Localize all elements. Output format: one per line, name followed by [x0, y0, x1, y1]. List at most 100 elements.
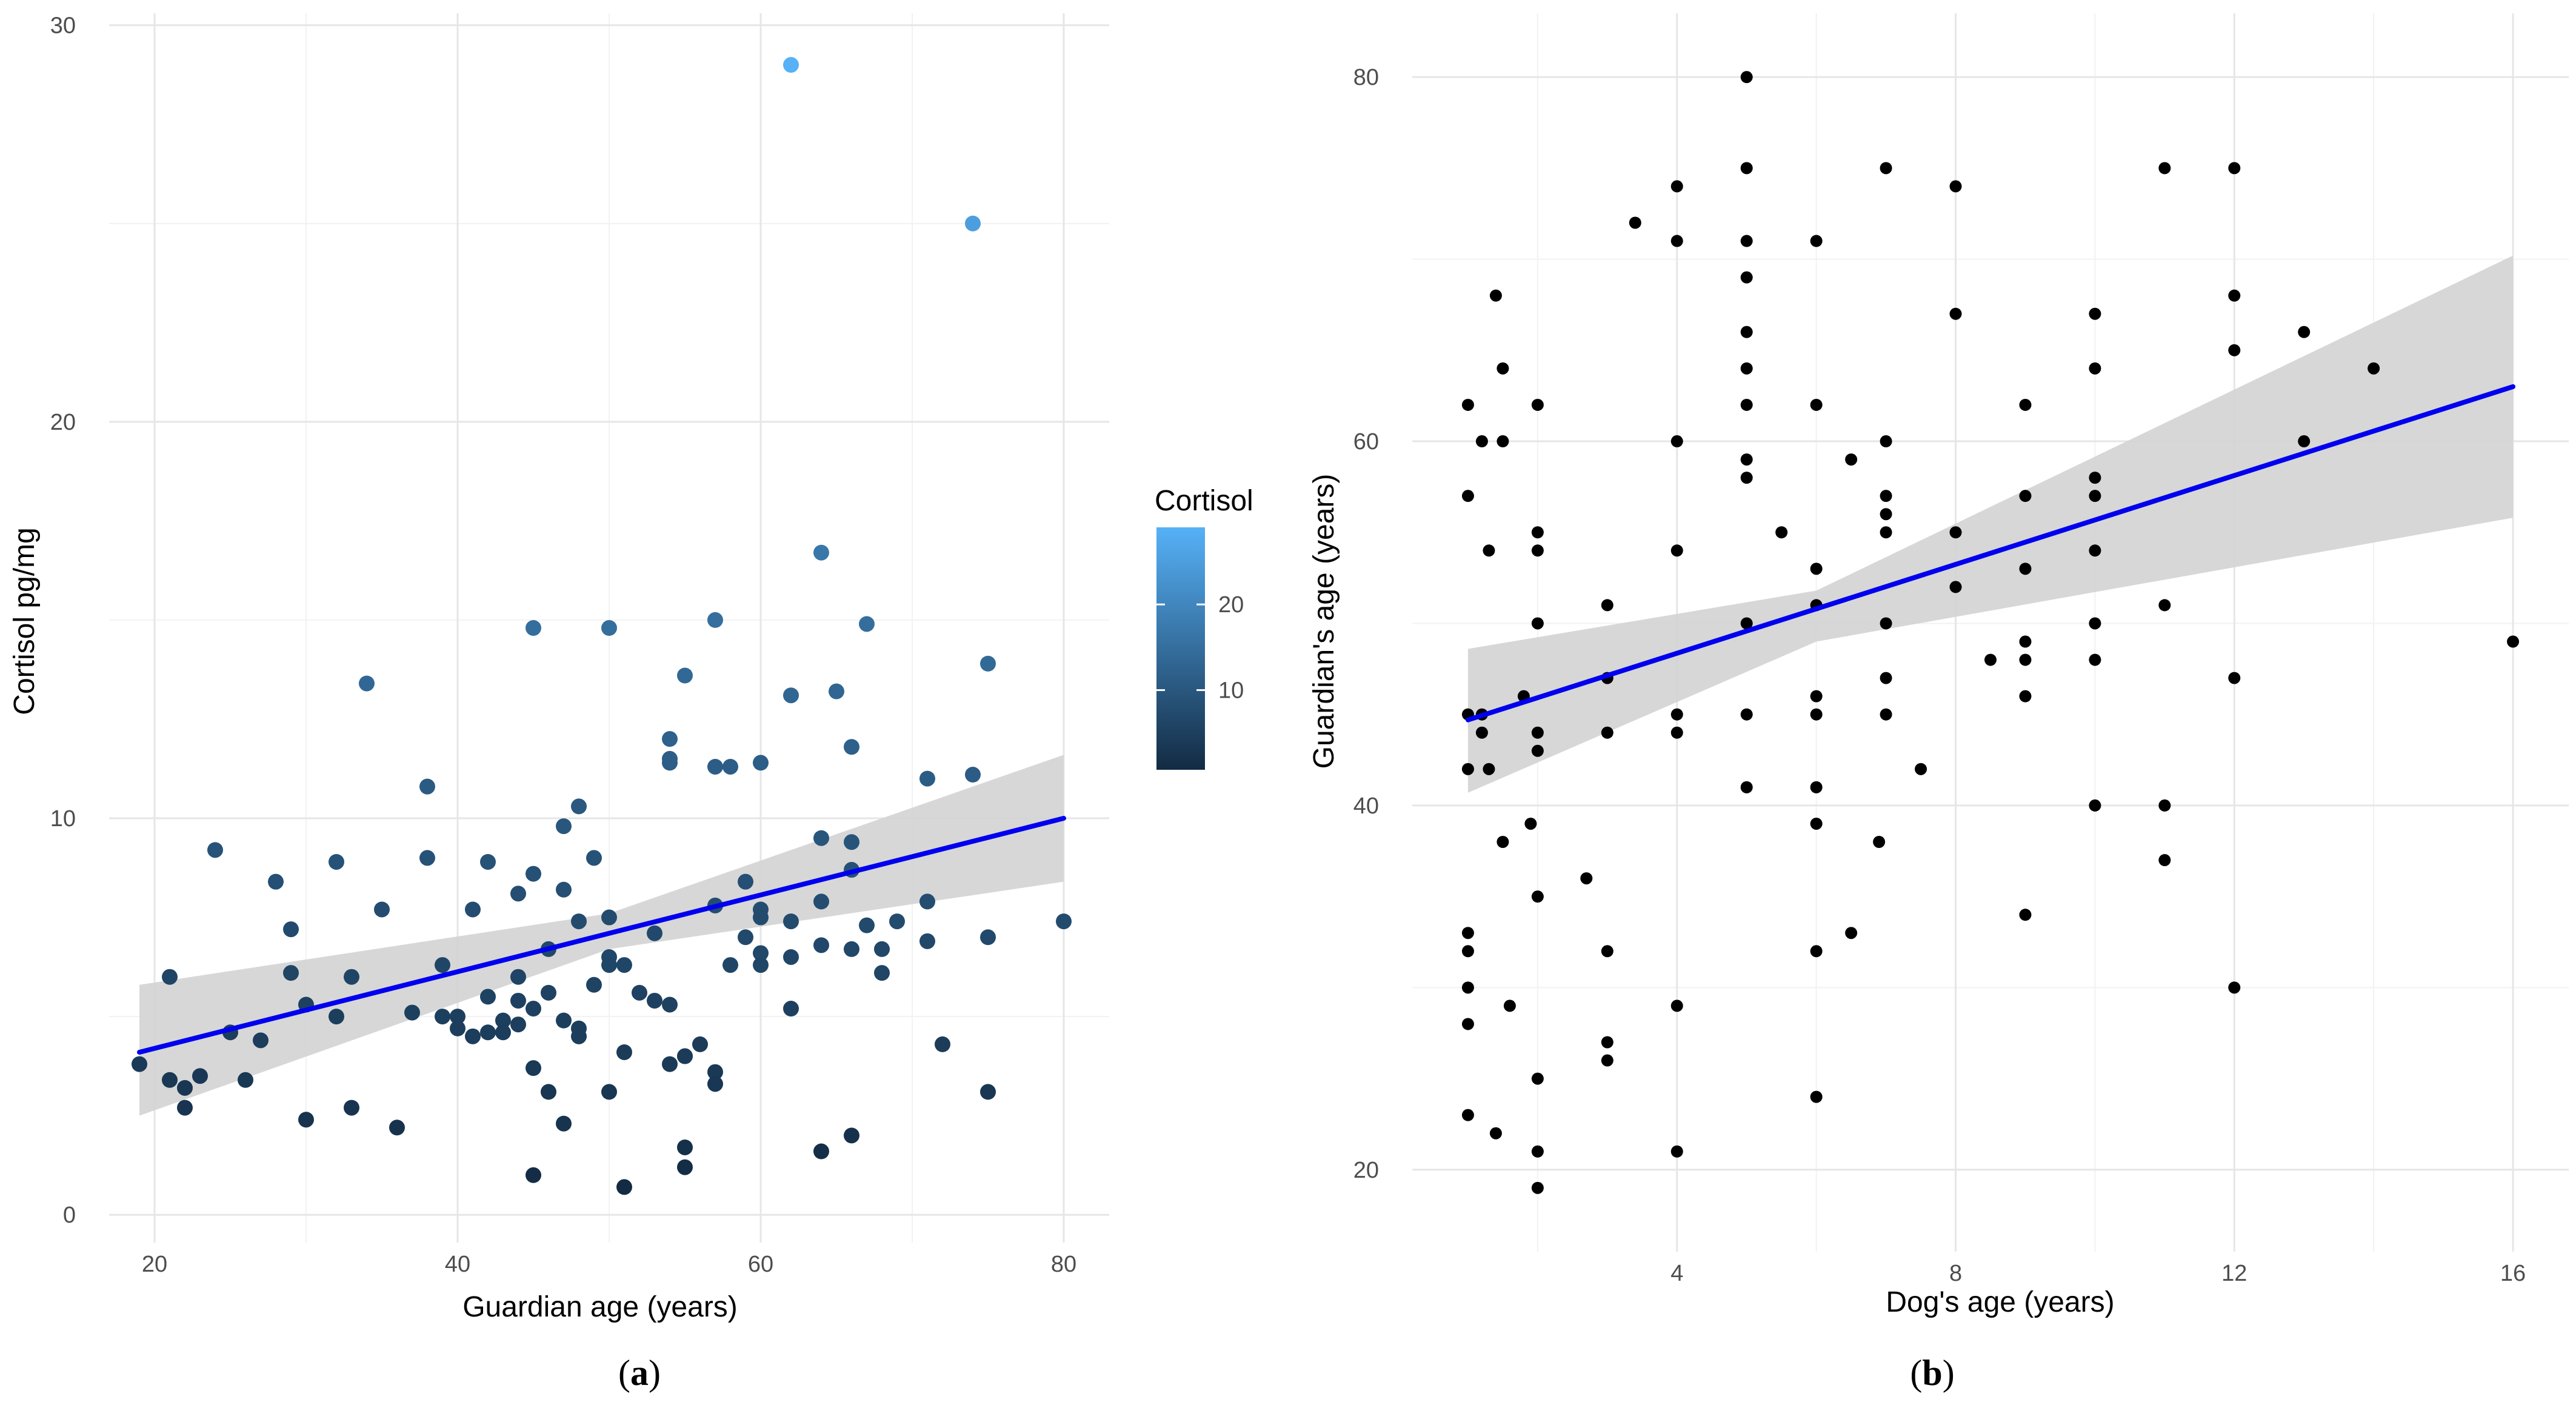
data-point	[980, 1084, 996, 1100]
data-point	[571, 1028, 587, 1044]
data-point	[753, 755, 769, 771]
data-point	[298, 1112, 314, 1128]
data-point	[510, 992, 526, 1009]
data-point	[783, 1001, 799, 1017]
data-point	[465, 901, 481, 918]
data-point	[1740, 472, 1753, 484]
data-point	[1531, 1072, 1544, 1085]
y-tick-label: 60	[1353, 429, 1379, 455]
data-point	[526, 620, 541, 636]
data-point	[1461, 927, 1474, 939]
data-point	[889, 913, 905, 930]
data-point	[1670, 180, 1683, 193]
data-point	[1670, 544, 1683, 557]
data-point	[813, 830, 829, 846]
data-point	[844, 1127, 859, 1144]
data-point	[1810, 398, 1823, 411]
data-point	[1475, 726, 1488, 739]
data-point	[1461, 763, 1474, 775]
data-point	[919, 893, 935, 910]
data-point	[1810, 945, 1823, 958]
data-point	[419, 778, 435, 795]
data-point	[783, 949, 799, 965]
data-point	[601, 909, 617, 926]
data-point	[1880, 617, 1892, 630]
data-point	[616, 1044, 632, 1060]
data-point	[1531, 526, 1544, 539]
data-point	[1461, 945, 1474, 958]
data-point	[2019, 909, 2032, 921]
data-point	[677, 667, 693, 684]
data-point	[1810, 690, 1823, 702]
data-point	[2228, 672, 2241, 684]
data-point	[859, 917, 875, 933]
data-point	[571, 913, 587, 930]
data-point	[783, 57, 799, 73]
data-point	[1601, 599, 1613, 612]
data-point	[874, 941, 890, 957]
data-point	[601, 957, 617, 973]
data-point	[707, 1064, 723, 1080]
data-point	[919, 770, 935, 787]
data-point	[1531, 1181, 1544, 1194]
data-point	[1810, 562, 1823, 575]
data-point	[616, 1179, 632, 1195]
data-point	[632, 984, 647, 1001]
data-point	[1461, 398, 1474, 411]
data-point	[1810, 781, 1823, 793]
y-axis-title-a: Cortisol pg/mg	[8, 527, 41, 715]
data-point	[510, 969, 526, 985]
data-point	[738, 873, 753, 890]
data-point	[1670, 708, 1683, 721]
data-point	[526, 866, 541, 882]
data-point	[722, 758, 738, 775]
data-point	[753, 957, 769, 973]
data-point	[1984, 653, 1997, 666]
data-point	[480, 1024, 496, 1041]
data-point	[1601, 1054, 1613, 1067]
data-point	[2228, 289, 2241, 302]
data-point	[1497, 836, 1509, 849]
data-point	[1949, 526, 1962, 539]
data-point	[1775, 526, 1788, 539]
data-point	[1483, 763, 1495, 775]
data-point	[2019, 635, 2032, 648]
data-point	[1461, 1018, 1474, 1030]
data-point	[1740, 453, 1753, 466]
data-point	[1601, 726, 1613, 739]
data-point	[616, 957, 632, 973]
data-point	[1503, 1000, 1516, 1012]
data-point	[1489, 1127, 1502, 1140]
data-point	[132, 1056, 147, 1072]
data-point	[647, 992, 662, 1009]
data-point	[389, 1120, 405, 1136]
x-tick-label: 60	[748, 1252, 773, 1277]
data-point	[829, 683, 844, 699]
data-point	[1670, 1000, 1683, 1012]
panel-label-a: (a)	[618, 1353, 661, 1393]
data-point	[2298, 325, 2311, 338]
data-point	[677, 1159, 693, 1175]
data-point	[1497, 435, 1509, 448]
data-point	[1845, 927, 1858, 939]
y-tick-label: 20	[50, 410, 76, 435]
data-point	[1531, 544, 1544, 557]
data-point	[1670, 235, 1683, 247]
x-tick-label: 8	[1949, 1261, 1962, 1286]
x-tick-label: 16	[2500, 1261, 2526, 1286]
data-point	[844, 941, 859, 957]
data-point	[647, 925, 662, 941]
trend-line	[1465, 384, 2516, 723]
y-tick-label: 0	[63, 1203, 76, 1228]
data-point	[980, 655, 996, 672]
legend-title: Cortisol	[1155, 485, 1253, 517]
data-point	[556, 881, 572, 898]
data-point	[450, 1020, 465, 1036]
y-tick-label: 10	[50, 806, 76, 832]
data-point	[2089, 490, 2101, 502]
x-tick-label: 4	[1670, 1261, 1683, 1286]
y-axis-title-b: Guardian's age (years)	[1308, 474, 1340, 769]
data-point	[2158, 162, 2171, 175]
data-point	[1580, 872, 1593, 885]
data-point	[177, 1100, 193, 1116]
